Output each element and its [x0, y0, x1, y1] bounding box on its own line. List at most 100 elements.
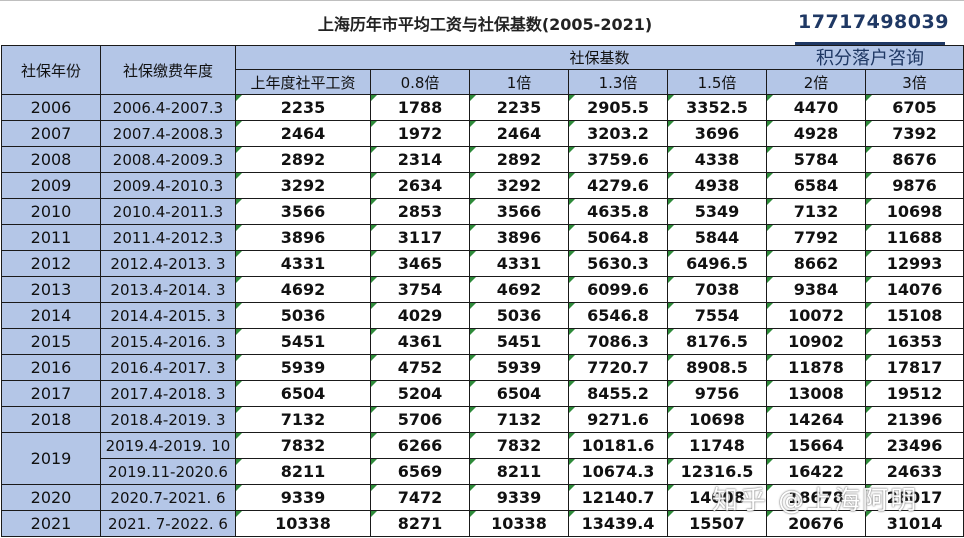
value-cell[interactable]: 4635.8 — [568, 198, 668, 225]
value-cell[interactable]: 10338 — [235, 510, 371, 537]
year-cell[interactable]: 2014 — [1, 302, 101, 329]
year-cell[interactable]: 2019 — [1, 432, 101, 485]
year-cell[interactable]: 2016 — [1, 354, 101, 381]
value-cell[interactable]: 1972 — [370, 120, 470, 147]
value-cell[interactable]: 8676 — [864, 146, 964, 173]
year-cell[interactable]: 2012 — [1, 250, 101, 277]
period-cell[interactable]: 2006.4-2007.3 — [100, 94, 236, 121]
value-cell[interactable]: 5451 — [469, 328, 569, 355]
value-cell[interactable]: 7132 — [235, 406, 371, 433]
period-cell[interactable]: 2018.4-2019. 3 — [100, 406, 236, 433]
value-cell[interactable]: 13439.4 — [568, 510, 668, 537]
value-cell[interactable]: 7392 — [864, 120, 964, 147]
value-cell[interactable]: 5451 — [235, 328, 371, 355]
value-cell[interactable]: 8271 — [370, 510, 470, 537]
value-cell[interactable]: 6496.5 — [667, 250, 767, 277]
value-cell[interactable]: 4331 — [469, 250, 569, 277]
value-cell[interactable]: 15108 — [864, 302, 964, 329]
value-cell[interactable]: 2892 — [235, 146, 371, 173]
period-cell[interactable]: 2015.4-2016. 3 — [100, 328, 236, 355]
value-cell[interactable]: 2634 — [370, 172, 470, 199]
value-cell[interactable]: 16422 — [766, 458, 866, 485]
value-cell[interactable]: 14264 — [766, 406, 866, 433]
year-cell[interactable]: 2013 — [1, 276, 101, 303]
year-cell[interactable]: 2010 — [1, 198, 101, 225]
value-cell[interactable]: 1788 — [370, 94, 470, 121]
value-cell[interactable]: 4928 — [766, 120, 866, 147]
value-cell[interactable]: 6504 — [235, 380, 371, 407]
value-cell[interactable]: 5349 — [667, 198, 767, 225]
value-cell[interactable]: 11878 — [766, 354, 866, 381]
value-cell[interactable]: 19512 — [864, 380, 964, 407]
value-cell[interactable]: 6504 — [469, 380, 569, 407]
value-cell[interactable]: 6569 — [370, 458, 470, 485]
value-cell[interactable]: 5630.3 — [568, 250, 668, 277]
year-cell[interactable]: 2020 — [1, 484, 101, 511]
value-cell[interactable]: 5939 — [469, 354, 569, 381]
value-cell[interactable]: 8455.2 — [568, 380, 668, 407]
value-cell[interactable]: 4470 — [766, 94, 866, 121]
value-cell[interactable]: 12993 — [864, 250, 964, 277]
value-cell[interactable]: 3754 — [370, 276, 470, 303]
value-cell[interactable]: 10698 — [667, 406, 767, 433]
period-cell[interactable]: 2020.7-2021. 6 — [100, 484, 236, 511]
value-cell[interactable]: 7792 — [766, 224, 866, 251]
period-cell[interactable]: 2017.4-2018. 3 — [100, 380, 236, 407]
value-cell[interactable]: 5036 — [235, 302, 371, 329]
value-cell[interactable]: 14008 — [667, 484, 767, 511]
period-cell[interactable]: 2010.4-2011.3 — [100, 198, 236, 225]
value-cell[interactable]: 31014 — [864, 510, 964, 537]
value-cell[interactable]: 3759.6 — [568, 146, 668, 173]
value-cell[interactable]: 7472 — [370, 484, 470, 511]
value-cell[interactable]: 3203.2 — [568, 120, 668, 147]
value-cell[interactable]: 10181.6 — [568, 432, 668, 459]
value-cell[interactable]: 12316.5 — [667, 458, 767, 485]
value-cell[interactable]: 8211 — [469, 458, 569, 485]
value-cell[interactable]: 9756 — [667, 380, 767, 407]
value-cell[interactable]: 9339 — [469, 484, 569, 511]
year-cell[interactable]: 2009 — [1, 172, 101, 199]
value-cell[interactable]: 7832 — [235, 432, 371, 459]
value-cell[interactable]: 9384 — [766, 276, 866, 303]
value-cell[interactable]: 11688 — [864, 224, 964, 251]
value-cell[interactable]: 3117 — [370, 224, 470, 251]
value-cell[interactable]: 15507 — [667, 510, 767, 537]
value-cell[interactable]: 6266 — [370, 432, 470, 459]
value-cell[interactable]: 5706 — [370, 406, 470, 433]
value-cell[interactable]: 23496 — [864, 432, 964, 459]
period-cell[interactable]: 2011.4-2012.3 — [100, 224, 236, 251]
value-cell[interactable]: 5064.8 — [568, 224, 668, 251]
value-cell[interactable]: 3352.5 — [667, 94, 767, 121]
value-cell[interactable]: 7554 — [667, 302, 767, 329]
value-cell[interactable]: 4029 — [370, 302, 470, 329]
value-cell[interactable]: 3292 — [469, 172, 569, 199]
period-cell[interactable]: 2019.11-2020.6 — [100, 458, 236, 485]
value-cell[interactable]: 21396 — [864, 406, 964, 433]
period-cell[interactable]: 2007.4-2008.3 — [100, 120, 236, 147]
value-cell[interactable]: 4938 — [667, 172, 767, 199]
value-cell[interactable]: 10338 — [469, 510, 569, 537]
value-cell[interactable]: 20676 — [766, 510, 866, 537]
value-cell[interactable]: 8211 — [235, 458, 371, 485]
year-cell[interactable]: 2006 — [1, 94, 101, 121]
value-cell[interactable]: 5784 — [766, 146, 866, 173]
period-cell[interactable]: 2009.4-2010.3 — [100, 172, 236, 199]
value-cell[interactable]: 2235 — [469, 94, 569, 121]
value-cell[interactable]: 8662 — [766, 250, 866, 277]
period-cell[interactable]: 2013.4-2014. 3 — [100, 276, 236, 303]
value-cell[interactable]: 13008 — [766, 380, 866, 407]
value-cell[interactable]: 8176.5 — [667, 328, 767, 355]
value-cell[interactable]: 2235 — [235, 94, 371, 121]
value-cell[interactable]: 7832 — [469, 432, 569, 459]
value-cell[interactable]: 28017 — [864, 484, 964, 511]
value-cell[interactable]: 6546.8 — [568, 302, 668, 329]
value-cell[interactable]: 6584 — [766, 172, 866, 199]
value-cell[interactable]: 5844 — [667, 224, 767, 251]
year-cell[interactable]: 2015 — [1, 328, 101, 355]
value-cell[interactable]: 10072 — [766, 302, 866, 329]
value-cell[interactable]: 10698 — [864, 198, 964, 225]
value-cell[interactable]: 14076 — [864, 276, 964, 303]
value-cell[interactable]: 10674.3 — [568, 458, 668, 485]
year-cell[interactable]: 2021 — [1, 510, 101, 537]
value-cell[interactable]: 9339 — [235, 484, 371, 511]
